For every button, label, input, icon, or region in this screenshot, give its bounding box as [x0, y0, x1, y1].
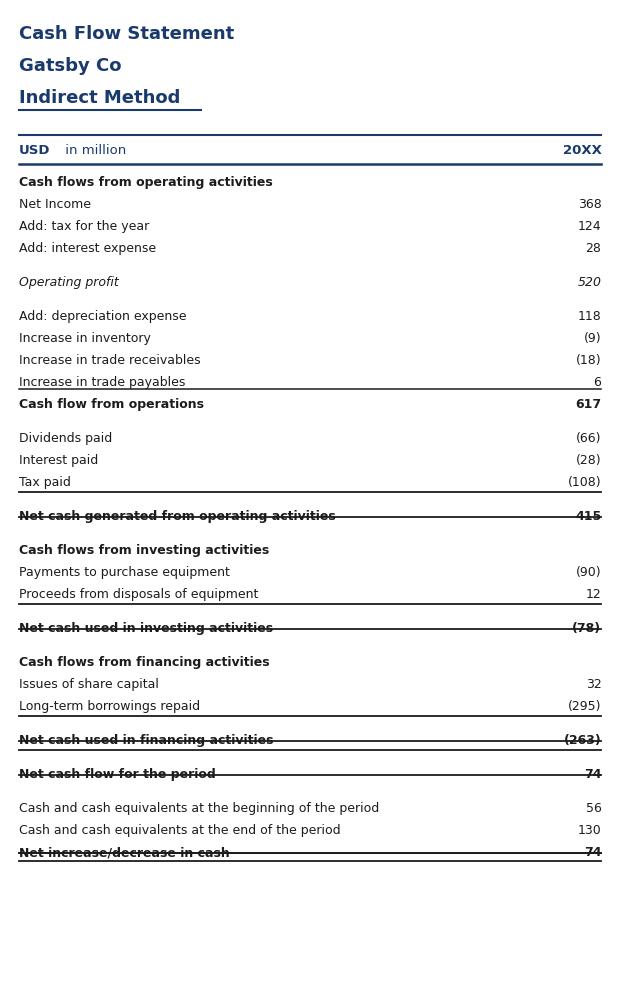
Text: Cash and cash equivalents at the end of the period: Cash and cash equivalents at the end of … — [19, 824, 340, 837]
Text: 74: 74 — [584, 846, 601, 859]
Text: 28: 28 — [585, 242, 601, 255]
Text: Long-term borrowings repaid: Long-term borrowings repaid — [19, 700, 200, 713]
Text: (263): (263) — [564, 734, 601, 747]
Text: 520: 520 — [577, 276, 601, 289]
Text: Add: tax for the year: Add: tax for the year — [19, 220, 149, 233]
Text: 20XX: 20XX — [562, 144, 601, 157]
Text: 74: 74 — [584, 768, 601, 781]
Text: (66): (66) — [576, 432, 601, 445]
Text: 130: 130 — [578, 824, 601, 837]
Text: Net cash used in investing activities: Net cash used in investing activities — [19, 622, 273, 635]
Text: Indirect Method: Indirect Method — [19, 89, 180, 107]
Text: Net cash used in financing activities: Net cash used in financing activities — [19, 734, 273, 747]
Text: Issues of share capital: Issues of share capital — [19, 678, 159, 691]
Text: Increase in trade payables: Increase in trade payables — [19, 376, 185, 389]
Text: (90): (90) — [576, 566, 601, 579]
Text: Proceeds from disposals of equipment: Proceeds from disposals of equipment — [19, 588, 258, 601]
Text: (295): (295) — [568, 700, 601, 713]
Text: (28): (28) — [576, 454, 601, 467]
Text: Increase in trade receivables: Increase in trade receivables — [19, 354, 200, 367]
Text: Add: interest expense: Add: interest expense — [19, 242, 156, 255]
Text: 118: 118 — [578, 310, 601, 323]
Text: USD: USD — [19, 144, 50, 157]
Text: Tax paid: Tax paid — [19, 476, 71, 489]
Text: 32: 32 — [586, 678, 601, 691]
Text: 415: 415 — [575, 510, 601, 523]
Text: Cash flows from investing activities: Cash flows from investing activities — [19, 544, 269, 557]
Text: Cash flows from financing activities: Cash flows from financing activities — [19, 656, 269, 669]
Text: Net Income: Net Income — [19, 198, 91, 211]
Text: Increase in inventory: Increase in inventory — [19, 332, 151, 345]
Text: 617: 617 — [575, 398, 601, 411]
Text: (78): (78) — [572, 622, 601, 635]
Text: Operating profit: Operating profit — [19, 276, 118, 289]
Text: (18): (18) — [576, 354, 601, 367]
Text: Dividends paid: Dividends paid — [19, 432, 112, 445]
Text: Cash and cash equivalents at the beginning of the period: Cash and cash equivalents at the beginni… — [19, 802, 379, 815]
Text: 124: 124 — [578, 220, 601, 233]
Text: Cash Flow Statement: Cash Flow Statement — [19, 25, 234, 43]
Text: Net cash generated from operating activities: Net cash generated from operating activi… — [19, 510, 335, 523]
Text: 56: 56 — [585, 802, 601, 815]
Text: Cash flows from operating activities: Cash flows from operating activities — [19, 176, 272, 189]
Text: Net cash flow for the period: Net cash flow for the period — [19, 768, 215, 781]
Text: 12: 12 — [586, 588, 601, 601]
Text: Net increase/decrease in cash: Net increase/decrease in cash — [19, 846, 229, 859]
Text: 368: 368 — [578, 198, 601, 211]
Text: Payments to purchase equipment: Payments to purchase equipment — [19, 566, 229, 579]
Text: 6: 6 — [593, 376, 601, 389]
Text: Add: depreciation expense: Add: depreciation expense — [19, 310, 186, 323]
Text: Gatsby Co: Gatsby Co — [19, 57, 121, 75]
Text: (108): (108) — [568, 476, 601, 489]
Text: in million: in million — [61, 144, 126, 157]
Text: Cash flow from operations: Cash flow from operations — [19, 398, 203, 411]
Text: Interest paid: Interest paid — [19, 454, 98, 467]
Text: (9): (9) — [584, 332, 601, 345]
